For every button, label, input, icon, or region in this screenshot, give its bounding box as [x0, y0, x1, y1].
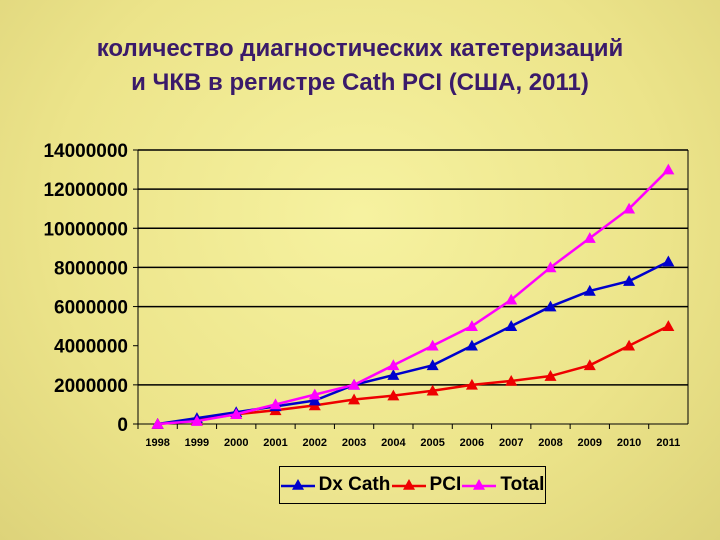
- data-point: [505, 320, 518, 331]
- data-point: [662, 255, 675, 267]
- legend-label: Total: [500, 474, 545, 495]
- data-point: [583, 232, 596, 243]
- legend-item: PCI: [391, 474, 462, 496]
- y-tick-label: 6000000: [54, 298, 128, 319]
- x-tick-label: 2007: [499, 437, 523, 449]
- data-point: [387, 389, 400, 401]
- data-point: [230, 408, 243, 420]
- title-line-1: количество диагностических катетеризаций: [96, 35, 624, 62]
- data-point: [662, 163, 675, 175]
- x-tick-label: 2000: [224, 437, 248, 449]
- title-line-2: и ЧКВ в регистре Cath PCI (США, 2011): [131, 69, 589, 96]
- y-tick-label: 4000000: [54, 337, 128, 358]
- data-point: [308, 388, 321, 400]
- data-point: [426, 339, 439, 351]
- data-point: [190, 415, 203, 426]
- data-point: [623, 202, 636, 214]
- data-point: [269, 398, 282, 410]
- x-tick-label: 2010: [617, 437, 641, 449]
- y-tick-label: 8000000: [54, 258, 128, 279]
- x-tick-label: 2006: [460, 437, 484, 449]
- data-point: [583, 284, 596, 296]
- y-tick-label: 0: [117, 415, 128, 436]
- legend-marker-icon: [391, 479, 426, 490]
- x-tick-label: 2004: [381, 437, 406, 449]
- data-point: [662, 320, 675, 331]
- chart-title: количество диагностических катетеризаций…: [0, 32, 720, 100]
- x-tick-label: 1999: [185, 437, 209, 449]
- y-tick-label: 2000000: [54, 376, 128, 397]
- x-tick-label: 2009: [578, 437, 602, 449]
- data-point: [151, 418, 164, 429]
- x-tick-label: 2008: [538, 437, 562, 449]
- legend-item: Total: [462, 474, 544, 496]
- x-tick-label: 1998: [145, 437, 169, 449]
- data-point: [583, 359, 596, 371]
- legend-item: Dx Cath: [280, 474, 391, 496]
- data-point: [348, 393, 361, 405]
- data-point: [544, 300, 557, 312]
- data-point: [465, 320, 478, 331]
- x-tick-label: 2011: [656, 437, 680, 449]
- legend-label: PCI: [429, 474, 462, 495]
- data-point: [505, 374, 518, 386]
- legend: Dx Cath PCI Total: [279, 466, 546, 504]
- data-point: [465, 378, 478, 390]
- x-tick-label: 2005: [420, 437, 444, 449]
- data-point: [387, 369, 400, 380]
- data-point: [623, 275, 636, 286]
- data-point: [465, 339, 478, 351]
- series-line-dx-cath: [157, 260, 669, 426]
- data-point: [505, 293, 518, 305]
- data-point: [387, 359, 400, 371]
- x-tick-label: 2001: [263, 437, 287, 449]
- series-line-total: [157, 168, 670, 426]
- data-point: [544, 370, 557, 381]
- x-tick-label: 2002: [303, 437, 327, 449]
- y-tick-label: 12000000: [43, 180, 128, 201]
- legend-marker-icon: [280, 479, 315, 490]
- data-point: [426, 359, 439, 371]
- data-point: [348, 378, 361, 390]
- y-tick-label: 14000000: [43, 141, 128, 162]
- series-line-pci: [157, 325, 669, 426]
- x-tick-label: 2003: [342, 437, 366, 449]
- data-point: [308, 394, 321, 406]
- y-tick-label: 10000000: [43, 219, 128, 240]
- data-point: [544, 261, 557, 273]
- legend-label: Dx Cath: [318, 474, 391, 495]
- data-point: [623, 339, 636, 351]
- legend-marker-icon: [462, 479, 497, 490]
- data-point: [426, 384, 439, 396]
